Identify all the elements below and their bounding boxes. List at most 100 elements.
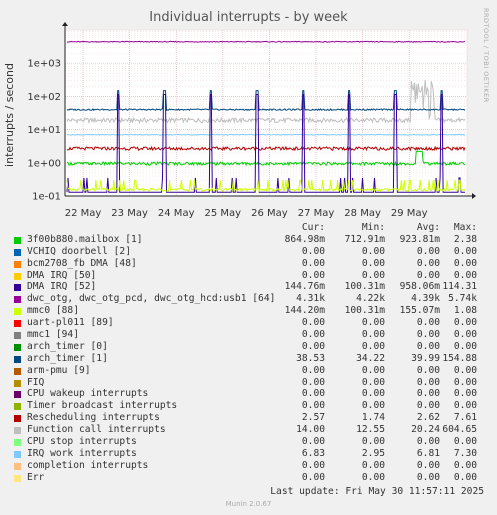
legend-swatch — [14, 403, 21, 411]
legend-series-name: dwc_otg, dwc_otg_pcd, dwc_otg_hcd:usb1 [… — [27, 293, 276, 305]
legend-min: 0.00 — [361, 436, 385, 448]
legend-max: 0.00 — [453, 388, 477, 400]
legend-max: 0.00 — [453, 340, 477, 352]
legend-max: 0.00 — [453, 400, 477, 412]
legend-row: Timer broadcast interrupts 0.00 0.00 0.00 0.… — [14, 400, 484, 412]
legend-cur: 6.83 — [301, 447, 325, 459]
legend-cur: 38.53 — [296, 352, 325, 364]
legend-swatch — [14, 272, 21, 280]
legend-avg: 39.99 — [411, 352, 440, 364]
legend-swatch — [14, 415, 21, 423]
legend-avg: 923.81m — [399, 233, 440, 245]
legend-series-name: VCHIQ doorbell [2] — [27, 245, 131, 257]
legend-row: 3f00b880.mailbox [1] 864.98m 712.91m 923.81… — [14, 234, 484, 246]
legend-max: 0.00 — [453, 471, 477, 483]
legend-series-name: Err — [27, 471, 45, 483]
legend-row: CPU stop interrupts 0.00 0.00 0.00 0.00 — [14, 436, 484, 448]
legend-header: Cur: Min: Avg: Max: — [14, 222, 484, 234]
legend-max: 0.00 — [453, 364, 477, 376]
series-line — [66, 133, 466, 136]
legend-avg: 0.00 — [416, 436, 440, 448]
x-tick-label: 25 May — [205, 208, 242, 219]
legend-max: 7.30 — [453, 447, 477, 459]
legend-cur: 0.00 — [301, 376, 325, 388]
legend-swatch — [14, 343, 21, 351]
legend-row: mmc1 [94] 0.00 0.00 0.00 0.00 — [14, 329, 484, 341]
legend-row: arch_timer [1] 38.53 34.22 39.99 154.88 — [14, 353, 484, 365]
legend-swatch — [14, 450, 21, 458]
legend-cur: 0.00 — [301, 245, 325, 257]
chart-title: Individual interrupts - by week — [149, 10, 348, 25]
x-axis-arrow — [472, 193, 476, 199]
legend-series-name: arm-pmu [9] — [27, 364, 91, 376]
legend-min: 0.00 — [361, 269, 385, 281]
legend-row: uart-pl011 [89] 0.00 0.00 0.00 0.00 — [14, 317, 484, 329]
legend-avg: 0.00 — [416, 245, 440, 257]
legend-series-name: 3f00b880.mailbox [1] — [27, 233, 143, 245]
series-line — [66, 94, 465, 193]
y-tick-label: 1e+01 — [27, 125, 61, 136]
legend-avg: 0.00 — [416, 388, 440, 400]
legend-row: IRQ work interrupts 6.83 2.95 6.81 7.30 — [14, 448, 484, 460]
legend-series-name: uart-pl011 [89] — [27, 317, 114, 329]
legend-cur: 0.00 — [301, 340, 325, 352]
legend-series-name: DMA IRQ [52] — [27, 281, 97, 293]
legend-swatch — [14, 379, 21, 387]
legend-max: 604.65 — [442, 424, 477, 436]
legend-avg: 958.06m — [399, 281, 440, 293]
legend-cur: 0.00 — [301, 364, 325, 376]
legend-avg: 20.24 — [411, 424, 440, 436]
legend-min: 0.00 — [361, 376, 385, 388]
legend-swatch — [14, 236, 21, 244]
plot-area: 1e-01 1e+00 1e+01 1e+02 1e+03 22 May 23 May 24 … — [27, 22, 476, 219]
y-axis-arrow — [62, 22, 68, 26]
munin-version: Munin 2.0.67 — [225, 500, 272, 508]
legend-cur: 864.98m — [284, 233, 325, 245]
x-tick-label: 24 May — [158, 208, 195, 219]
legend-max: 0.00 — [453, 269, 477, 281]
legend-series-name: CPU wakeup interrupts — [27, 388, 149, 400]
col-cur: Cur: — [301, 222, 325, 233]
legend-min: 0.00 — [361, 364, 385, 376]
legend-series-name: Function call interrupts — [27, 424, 166, 436]
y-tick-label: 1e+00 — [27, 158, 61, 169]
legend-max: 114.31 — [442, 281, 477, 293]
legend-min: 0.00 — [361, 471, 385, 483]
legend-avg: 155.07m — [399, 305, 440, 317]
legend-row: Err 0.00 0.00 0.00 0.00 — [14, 472, 484, 484]
col-max: Max: — [453, 222, 477, 233]
legend-cur: 0.00 — [301, 317, 325, 329]
x-tick-label: 22 May — [65, 208, 102, 219]
legend-swatch — [14, 427, 21, 435]
y-tick-label: 1e+03 — [27, 59, 61, 70]
legend-avg: 0.00 — [416, 364, 440, 376]
legend-min: 0.00 — [361, 400, 385, 412]
legend-avg: 0.00 — [416, 329, 440, 341]
legend-avg: 0.00 — [416, 257, 440, 269]
legend-swatch — [14, 474, 21, 482]
plot-background — [65, 30, 467, 196]
legend-cur: 144.76m — [284, 281, 325, 293]
legend-swatch — [14, 439, 21, 447]
series-line — [67, 40, 466, 43]
legend-avg: 6.81 — [416, 447, 440, 459]
series-line — [66, 79, 466, 125]
x-tick-label: 29 May — [391, 208, 428, 219]
legend-cur: 0.00 — [301, 400, 325, 412]
legend-max: 0.00 — [453, 257, 477, 269]
legend-series-name: FIQ — [27, 376, 45, 388]
legend-max: 0.00 — [453, 376, 477, 388]
col-min: Min: — [361, 222, 385, 233]
legend-row: Function call interrupts 14.00 12.55 20.24 6… — [14, 424, 484, 436]
legend-min: 2.95 — [361, 447, 385, 459]
legend-avg: 0.00 — [416, 400, 440, 412]
legend-min: 712.91m — [344, 233, 385, 245]
legend-max: 2.38 — [453, 233, 477, 245]
legend-min: 100.31m — [344, 305, 385, 317]
legend-cur: 14.00 — [296, 424, 325, 436]
series-line — [66, 150, 466, 167]
legend-swatch — [14, 462, 21, 470]
legend-swatch — [14, 355, 21, 363]
legend-row: VCHIQ doorbell [2] 0.00 0.00 0.00 0.00 — [14, 246, 484, 258]
series-line — [66, 90, 466, 112]
